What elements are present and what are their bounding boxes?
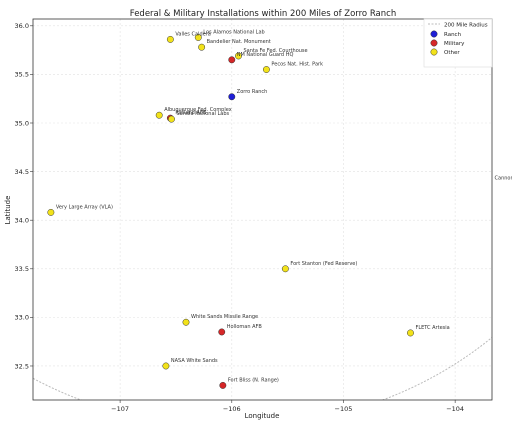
point-santa-fe-fed-courthouse: [235, 52, 242, 60]
point-white-sands-missile-range: [182, 318, 190, 326]
label-valles-caldera: Valles Caldera: [175, 31, 210, 37]
point-holloman-afb: [218, 328, 226, 336]
point-bandelier-nat-monument: [198, 43, 206, 51]
label-pecos-nat-hist-park: Pecos Nat. Hist. Park: [271, 62, 323, 68]
y-tick-label: 34.5: [15, 168, 29, 176]
x-tick-label: −106: [223, 405, 241, 413]
x-tick-label: −105: [335, 405, 353, 413]
chart-title: Federal & Military Installations within …: [130, 9, 396, 19]
label-white-sands-missile-range: White Sands Missile Range: [191, 314, 258, 320]
point-nm-national-guard-hq: [228, 56, 236, 64]
point-valles-caldera: [166, 35, 174, 43]
label-sandia-national-labs: Sandia National Labs: [176, 111, 229, 117]
legend-military-label: Military: [444, 41, 465, 47]
data-points: [47, 34, 414, 389]
label-nm-national-guard-hq: NM National Guard HQ: [237, 52, 294, 58]
y-tick-label: 33.5: [15, 265, 29, 273]
y-tick-label: 36.0: [15, 22, 29, 30]
y-tick-label: 35.0: [15, 119, 29, 127]
legend-military-marker: [430, 39, 438, 47]
label-santa-fe-fed-courthouse: Santa Fe Fed. Courthouse: [243, 48, 307, 54]
point-sandia-national-labs: [168, 115, 175, 123]
label-albuquerque-fed-complex: Albuquerque Fed. Complex: [164, 107, 232, 113]
y-tick-label: 34.0: [15, 216, 29, 224]
label-nasa-white-sands: NASA White Sands: [171, 358, 218, 364]
y-axis-ticks: 32.5 33.0 33.5 34.0 34.5 35.0 35.5 36.0: [15, 22, 33, 370]
label-fort-stanton-fed-reserve: Fort Stanton (Fed Reserve): [290, 261, 357, 267]
label-cannon-afb: Cannon AFB: [495, 175, 512, 181]
x-axis-ticks: −107 −106 −105 −104: [111, 400, 464, 413]
x-tick-label: −104: [446, 405, 464, 413]
point-fletc-artesia: [407, 329, 414, 337]
point-los-alamos-national-lab: [194, 34, 202, 41]
label-very-large-array-vla: Very Large Array (VLA): [56, 204, 113, 210]
legend-ranch-marker: [430, 30, 438, 38]
point-zorro-ranch: [228, 93, 236, 101]
point-pecos-nat-hist-park: [262, 66, 270, 73]
legend-other-label: Other: [444, 50, 460, 56]
point-fort-stanton-fed-reserve: [281, 265, 289, 273]
x-axis-label: Longitude: [245, 412, 280, 420]
label-fort-bliss-n-range: Fort Bliss (N. Range): [228, 377, 279, 383]
legend-ranch-label: Ranch: [444, 32, 462, 38]
point-very-large-array-vla: [47, 208, 55, 216]
label-fletc-artesia: FLETC Artesia: [415, 325, 449, 331]
legend: 200 Mile Radius Ranch Military Other: [423, 18, 493, 68]
label-bandelier-nat-monument: Bandelier Nat. Monument: [207, 39, 271, 45]
label-los-alamos-national-lab: Los Alamos National Lab: [203, 29, 264, 35]
y-tick-label: 35.5: [15, 71, 29, 79]
y-tick-label: 33.0: [15, 314, 29, 322]
y-axis-label: Latitude: [4, 196, 12, 225]
label-kirtland-afb: Kirtland AFB: [175, 110, 206, 116]
plot-frame: [32, 18, 493, 401]
label-zorro-ranch: Zorro Ranch: [237, 89, 268, 95]
point-labels: Zorro Ranch Los Alamos National LabValles…: [56, 29, 512, 383]
x-tick-label: −107: [111, 405, 129, 413]
point-nasa-white-sands: [162, 362, 170, 370]
point-albuquerque-fed-complex: [155, 111, 163, 119]
legend-other-marker: [430, 48, 438, 56]
legend-radius-label: 200 Mile Radius: [444, 23, 488, 29]
point-fort-bliss-n-range: [219, 381, 227, 389]
label-holloman-afb: Holloman AFB: [227, 324, 263, 330]
grid-lines: [33, 19, 492, 400]
y-tick-label: 32.5: [15, 362, 29, 370]
